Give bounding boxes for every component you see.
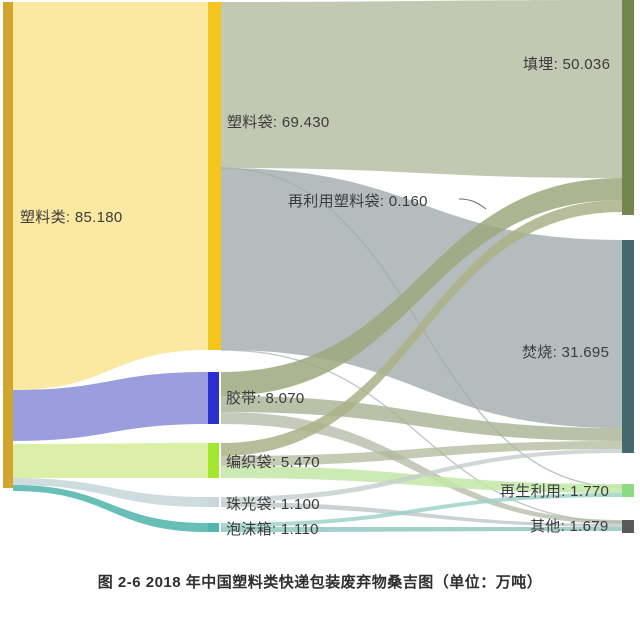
label-landfill: 填埋: 50.036 <box>523 56 611 73</box>
flow-woven-bag-incineration <box>221 441 622 466</box>
node-foam-box <box>208 523 219 532</box>
flow-foam-box-recycling <box>221 493 622 527</box>
node-landfill <box>622 0 634 215</box>
node-tape <box>208 372 219 424</box>
flow-tape-landfill <box>221 178 622 396</box>
flow-woven-bag-recycling <box>221 466 622 493</box>
label-other: 其他: 1.679 <box>530 518 609 535</box>
node-recycling <box>622 484 634 497</box>
flow-pearl-bag-other <box>221 502 622 527</box>
node-plastic-bag <box>208 2 221 350</box>
flow-foam-box-other <box>221 527 622 532</box>
label-recycling: 再生利用: 1.770 <box>500 483 610 500</box>
node-incineration <box>622 240 634 453</box>
label-reused-plastic-bag: 再利用塑料袋: 0.160 <box>288 193 428 210</box>
flow-plastic-bag-landfill <box>221 0 622 178</box>
label-tape: 胶带: 8.070 <box>226 390 305 407</box>
label-woven-bag: 编织袋: 5.470 <box>226 454 320 471</box>
flow-plastic-bag-other <box>220 349 623 523</box>
label-pearl-bag: 珠光袋: 1.100 <box>226 496 320 513</box>
flow-plastics-plastic-bag <box>13 2 208 390</box>
flow-woven-bag-landfill <box>221 200 622 456</box>
flow-tape-other <box>221 412 622 524</box>
node-plastics <box>3 2 13 488</box>
node-other <box>622 520 634 533</box>
flow-plastics-tape <box>13 372 208 441</box>
sankey-canvas <box>3 0 634 533</box>
node-woven-bag <box>208 443 219 478</box>
flow-pearl-bag-incineration <box>221 449 622 502</box>
flow-plastics-woven-bag <box>13 443 208 478</box>
label-plastics: 塑料类: 85.180 <box>20 209 123 226</box>
flow-tape-incineration <box>221 396 622 441</box>
label-plastic-bag: 塑料袋: 69.430 <box>227 114 330 131</box>
label-incineration: 焚烧: 31.695 <box>522 344 610 361</box>
node-pearl-bag <box>208 497 219 507</box>
reused-plastic-bag-leader-line <box>458 198 487 210</box>
flow-plastics-foam-box <box>13 485 208 532</box>
flow-plastics-pearl-bag <box>13 478 208 507</box>
figure-caption: 图 2-6 2018 年中国塑料类快递包装废弃物桑吉图（单位：万吨） <box>97 574 543 591</box>
label-foam-box: 泡沫箱: 1.110 <box>226 521 319 538</box>
